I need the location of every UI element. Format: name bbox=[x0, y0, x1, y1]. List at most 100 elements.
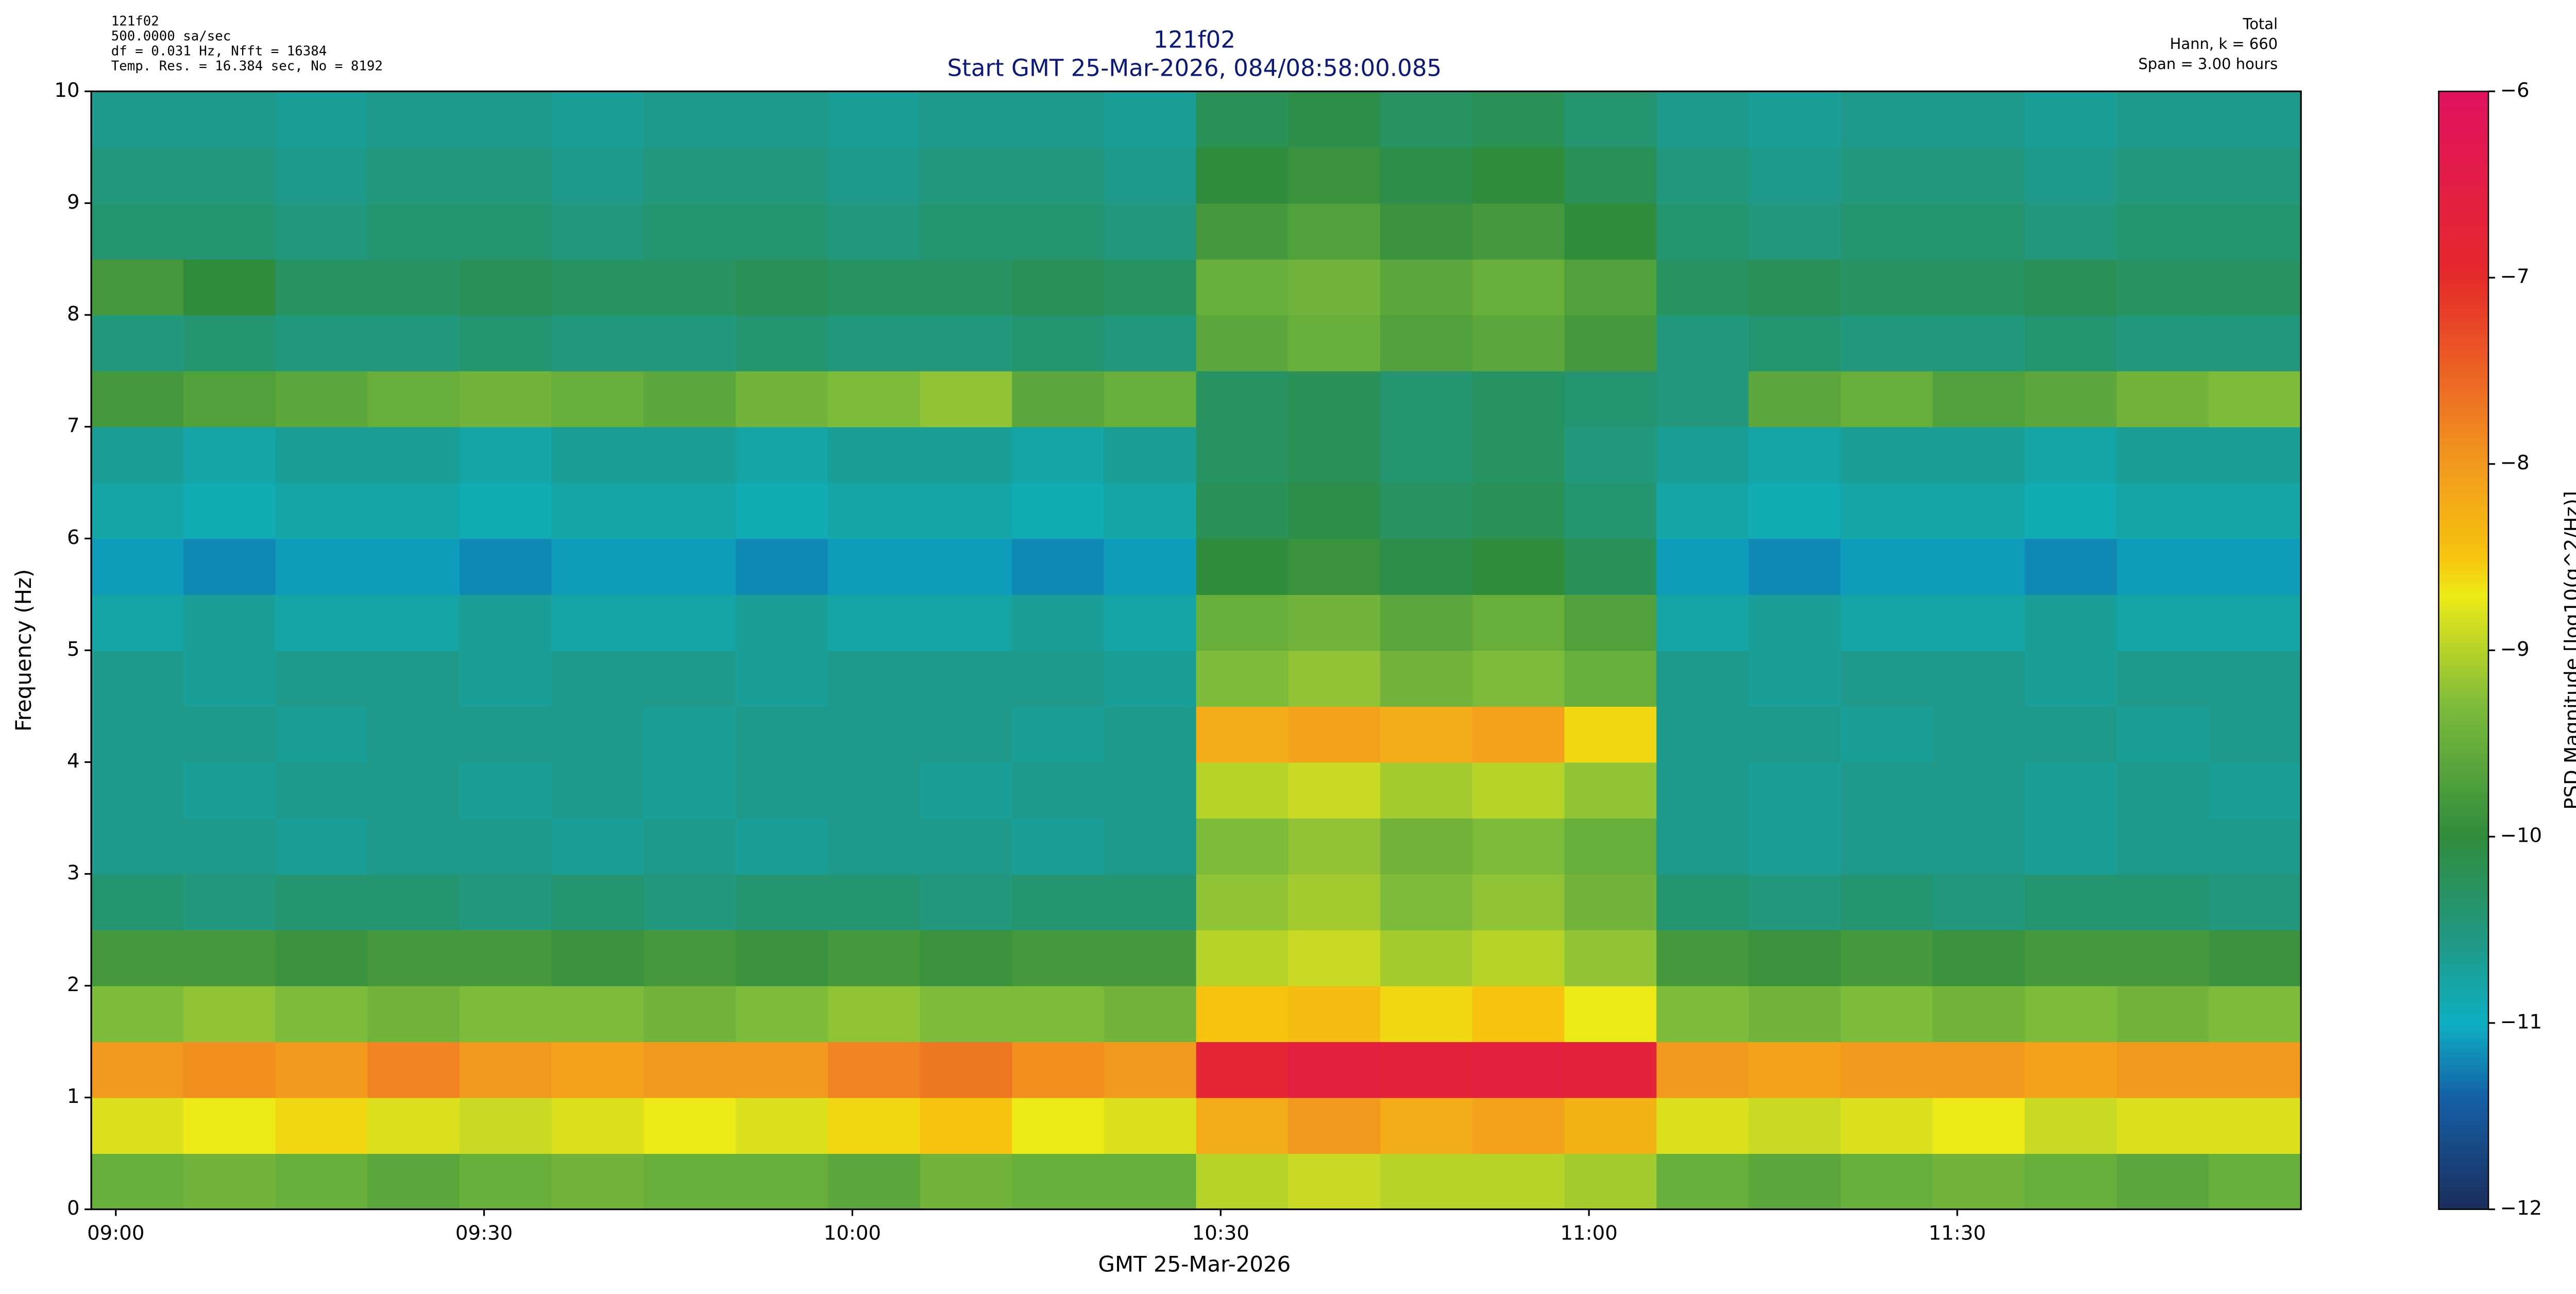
heatmap-cell bbox=[1288, 762, 1381, 819]
heatmap-cell bbox=[1104, 594, 1197, 651]
heatmap-cell bbox=[1380, 874, 1473, 930]
heatmap-cell bbox=[1748, 985, 1841, 1043]
heatmap-cell bbox=[2209, 985, 2302, 1043]
heatmap-cell bbox=[1564, 930, 1657, 986]
heatmap-cell bbox=[1472, 874, 1565, 930]
heatmap-cell bbox=[1564, 203, 1657, 260]
heatmap-cell bbox=[736, 1097, 828, 1154]
heatmap-cell bbox=[2116, 147, 2210, 204]
heatmap-cell bbox=[2025, 203, 2117, 260]
heatmap-cell bbox=[1840, 874, 1934, 930]
heatmap-cell bbox=[643, 538, 737, 595]
heatmap-cell bbox=[183, 818, 276, 875]
heatmap-cell bbox=[1380, 818, 1473, 875]
heatmap-cell bbox=[183, 315, 276, 371]
heatmap-cell bbox=[736, 203, 828, 260]
heatmap-cell bbox=[275, 594, 368, 651]
heatmap-cell bbox=[2025, 985, 2117, 1043]
heatmap-cell bbox=[275, 762, 368, 819]
heatmap-cell bbox=[1748, 594, 1841, 651]
heatmap-cell bbox=[275, 259, 368, 316]
heatmap-cell bbox=[1933, 1042, 2026, 1098]
heatmap-cell bbox=[551, 538, 645, 595]
heatmap-cell bbox=[1380, 1153, 1473, 1210]
heatmap-cell bbox=[551, 594, 645, 651]
heatmap-cell bbox=[1104, 930, 1197, 986]
heatmap-cell bbox=[1656, 930, 1749, 986]
heatmap-cell bbox=[1196, 818, 1289, 875]
heatmap-cell bbox=[183, 650, 276, 707]
heatmap-cell bbox=[1380, 482, 1473, 539]
heatmap-cell bbox=[1380, 930, 1473, 986]
heatmap-cell bbox=[367, 706, 460, 763]
heatmap-cell bbox=[1104, 147, 1197, 204]
heatmap-cell bbox=[1380, 706, 1473, 763]
heatmap-cell bbox=[2116, 1097, 2210, 1154]
heatmap-cell bbox=[183, 762, 276, 819]
heatmap-cell bbox=[1933, 706, 2026, 763]
heatmap-cell bbox=[1288, 147, 1381, 204]
heatmap-cell bbox=[459, 427, 552, 483]
heatmap-cell bbox=[459, 706, 552, 763]
heatmap-cell bbox=[551, 874, 645, 930]
heatmap-cell bbox=[1564, 91, 1657, 148]
heatmap-cell bbox=[1564, 874, 1657, 930]
heatmap-cell bbox=[1288, 203, 1381, 260]
heatmap-cell bbox=[1564, 706, 1657, 763]
heatmap-cell bbox=[920, 370, 1013, 428]
heatmap-cell bbox=[551, 259, 645, 316]
heatmap-cell bbox=[2025, 91, 2117, 148]
x-tick-label: 11:00 bbox=[1560, 1221, 1617, 1245]
heatmap-cell bbox=[1104, 1097, 1197, 1154]
heatmap-cell bbox=[1748, 762, 1841, 819]
heatmap-cell bbox=[1933, 594, 2026, 651]
heatmap-cell bbox=[920, 650, 1013, 707]
heatmap-cell bbox=[459, 874, 552, 930]
heatmap-cell bbox=[367, 315, 460, 371]
heatmap-cell bbox=[736, 482, 828, 539]
heatmap-cell bbox=[551, 1153, 645, 1210]
y-axis-label: Frequency (Hz) bbox=[11, 569, 36, 732]
heatmap-cell bbox=[2025, 594, 2117, 651]
heatmap-cell bbox=[1196, 482, 1289, 539]
heatmap-cell bbox=[2025, 259, 2117, 316]
heatmap-cell bbox=[91, 985, 184, 1043]
y-tick-label: 0 bbox=[67, 1197, 80, 1220]
heatmap-cell bbox=[367, 1097, 460, 1154]
heatmap-cell bbox=[367, 930, 460, 986]
heatmap-cell bbox=[367, 874, 460, 930]
heatmap-cell bbox=[183, 427, 276, 483]
heatmap-cell bbox=[183, 370, 276, 428]
heatmap-cell bbox=[827, 930, 921, 986]
heatmap-cell bbox=[643, 259, 737, 316]
heatmap-cell bbox=[827, 874, 921, 930]
heatmap-cell bbox=[1472, 482, 1565, 539]
chart-title: 121f02 bbox=[1154, 26, 1235, 54]
heatmap-cell bbox=[1288, 1153, 1381, 1210]
heatmap-cell bbox=[1472, 818, 1565, 875]
heatmap-cell bbox=[736, 427, 828, 483]
heatmap-cell bbox=[275, 985, 368, 1043]
heatmap-cell bbox=[643, 203, 737, 260]
heatmap-cell bbox=[643, 762, 737, 819]
heatmap-cell bbox=[643, 1097, 737, 1154]
heatmap-cell bbox=[1564, 1042, 1657, 1098]
heatmap-cell bbox=[1012, 315, 1105, 371]
plot-frame bbox=[90, 90, 2302, 1211]
heatmap-cell bbox=[920, 1153, 1013, 1210]
heatmap-cell bbox=[1288, 370, 1381, 428]
heatmap-cell bbox=[827, 91, 921, 148]
heatmap-cell bbox=[1840, 1042, 1934, 1098]
heatmap-cell bbox=[459, 650, 552, 707]
heatmap-cell bbox=[459, 762, 552, 819]
heatmap-cell bbox=[643, 427, 737, 483]
heatmap-cell bbox=[1656, 650, 1749, 707]
heatmap-cell bbox=[459, 930, 552, 986]
heatmap-cell bbox=[1288, 315, 1381, 371]
heatmap-cell bbox=[91, 91, 184, 148]
heatmap-cell bbox=[2116, 818, 2210, 875]
heatmap-cell bbox=[1472, 147, 1565, 204]
heatmap-cell bbox=[1656, 482, 1749, 539]
heatmap-cell bbox=[1380, 1097, 1473, 1154]
heatmap-cell bbox=[1196, 538, 1289, 595]
